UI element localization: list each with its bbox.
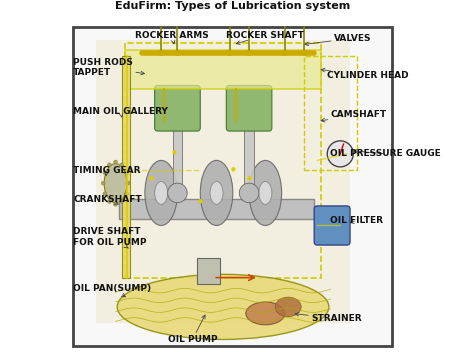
- Text: MAIN OIL GALLERY: MAIN OIL GALLERY: [73, 107, 168, 117]
- Ellipse shape: [327, 141, 353, 167]
- Ellipse shape: [239, 183, 259, 203]
- Text: OIL PUMP: OIL PUMP: [168, 315, 217, 344]
- Ellipse shape: [120, 200, 124, 203]
- Text: PUSH RODS
TAPPET: PUSH RODS TAPPET: [73, 58, 145, 77]
- Bar: [125, 43, 321, 278]
- Bar: [244, 121, 254, 193]
- Bar: [119, 200, 314, 219]
- Ellipse shape: [168, 183, 187, 203]
- Text: ●: ●: [172, 150, 177, 155]
- Ellipse shape: [101, 181, 105, 185]
- Ellipse shape: [246, 302, 285, 325]
- Text: VALVES: VALVES: [305, 34, 371, 46]
- Ellipse shape: [117, 274, 329, 339]
- Ellipse shape: [114, 160, 118, 164]
- Bar: [197, 258, 220, 284]
- Text: CYLINDER HEAD: CYLINDER HEAD: [321, 68, 409, 80]
- Text: TIMING GEAR: TIMING GEAR: [73, 166, 141, 176]
- Text: DRIVE SHAFT
FOR OIL PUMP: DRIVE SHAFT FOR OIL PUMP: [73, 227, 147, 248]
- FancyBboxPatch shape: [155, 86, 200, 131]
- Ellipse shape: [210, 182, 223, 204]
- Ellipse shape: [226, 51, 233, 55]
- Text: CRANKSHAFT: CRANKSHAFT: [73, 195, 142, 204]
- Text: EduFirm: Types of Lubrication system: EduFirm: Types of Lubrication system: [115, 1, 350, 11]
- Text: ROCKER SHAFT: ROCKER SHAFT: [226, 31, 304, 44]
- Text: ●: ●: [198, 199, 202, 204]
- Bar: [96, 40, 350, 323]
- Text: ●: ●: [149, 176, 154, 181]
- Ellipse shape: [124, 192, 128, 196]
- Text: OIL PRESSURE GAUGE: OIL PRESSURE GAUGE: [330, 149, 441, 158]
- Bar: [304, 56, 356, 170]
- Ellipse shape: [301, 51, 308, 55]
- Ellipse shape: [114, 202, 118, 206]
- Ellipse shape: [120, 163, 124, 167]
- Ellipse shape: [282, 51, 289, 55]
- Ellipse shape: [103, 192, 107, 196]
- Ellipse shape: [145, 161, 177, 226]
- Text: ●: ●: [230, 166, 235, 171]
- Ellipse shape: [103, 171, 107, 175]
- Text: ROCKER ARMS: ROCKER ARMS: [135, 31, 209, 44]
- Ellipse shape: [246, 51, 253, 55]
- Text: OIL PAN(SUMP): OIL PAN(SUMP): [73, 284, 151, 297]
- FancyBboxPatch shape: [226, 86, 272, 131]
- Bar: [173, 121, 182, 193]
- Text: STRAINER: STRAINER: [295, 313, 362, 323]
- Ellipse shape: [108, 200, 111, 203]
- Text: ●: ●: [246, 176, 252, 181]
- Text: CAMSHAFT: CAMSHAFT: [321, 110, 387, 122]
- Ellipse shape: [157, 51, 165, 55]
- Ellipse shape: [108, 163, 111, 167]
- Ellipse shape: [155, 182, 168, 204]
- Ellipse shape: [249, 161, 282, 226]
- Ellipse shape: [124, 171, 128, 175]
- Ellipse shape: [259, 182, 272, 204]
- Ellipse shape: [275, 297, 301, 317]
- Ellipse shape: [174, 51, 181, 55]
- FancyBboxPatch shape: [314, 206, 350, 245]
- Ellipse shape: [104, 164, 127, 203]
- Text: OIL FILTER: OIL FILTER: [330, 216, 383, 225]
- Ellipse shape: [126, 181, 130, 185]
- Bar: [125, 50, 321, 89]
- Ellipse shape: [200, 161, 233, 226]
- Bar: [122, 56, 130, 278]
